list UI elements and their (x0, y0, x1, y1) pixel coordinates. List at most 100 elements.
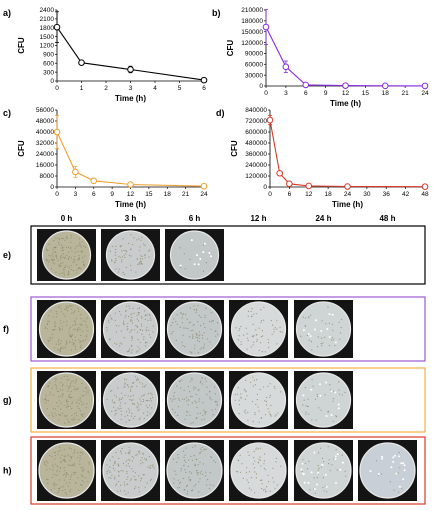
colony (209, 472, 211, 474)
colony (143, 417, 145, 420)
colony (114, 469, 116, 471)
colony (339, 332, 342, 334)
colony (190, 455, 192, 457)
colony (170, 398, 172, 400)
colony (62, 489, 64, 492)
colony (305, 405, 307, 407)
colony (133, 476, 135, 478)
colony (259, 459, 261, 461)
colony (70, 448, 72, 450)
colony (71, 401, 73, 403)
colony (50, 310, 52, 312)
colony (139, 341, 141, 343)
colony (82, 475, 84, 477)
colony (252, 376, 254, 378)
colony (199, 257, 202, 260)
colony (122, 322, 125, 324)
colony (48, 254, 50, 256)
colony (146, 482, 148, 484)
colony (50, 337, 52, 339)
colony (336, 469, 338, 471)
colony (214, 393, 216, 395)
colony (60, 382, 62, 384)
colony (322, 342, 324, 344)
colony (250, 477, 252, 479)
colony (135, 324, 137, 327)
colony (400, 462, 403, 465)
colony (81, 241, 83, 243)
colony (70, 247, 72, 249)
colony (63, 321, 65, 323)
colony (255, 448, 257, 450)
colony (66, 385, 68, 387)
colony (114, 462, 116, 464)
colony (133, 457, 135, 459)
colony (174, 411, 176, 413)
colony (130, 255, 132, 257)
colony (308, 460, 310, 463)
colony (321, 345, 323, 347)
colony (311, 419, 313, 421)
data-point (286, 180, 293, 188)
colony (67, 274, 69, 276)
colony (204, 413, 206, 415)
colony (127, 328, 129, 330)
petri-dish (102, 301, 159, 357)
colony (59, 395, 61, 397)
colony (61, 393, 63, 395)
colony (259, 479, 262, 481)
panel-label: d) (216, 108, 225, 118)
colony (80, 467, 82, 469)
colony (193, 305, 195, 307)
colony (48, 384, 50, 387)
colony (273, 481, 275, 483)
colony (114, 262, 116, 264)
colony (312, 385, 314, 387)
colony (268, 411, 270, 413)
colony (128, 419, 130, 421)
colony (80, 344, 82, 347)
colony (311, 379, 313, 381)
colony (320, 330, 323, 332)
colony (117, 470, 120, 472)
colony (318, 467, 320, 469)
x-tick-label: 36 (383, 191, 391, 198)
colony (152, 396, 154, 398)
y-tick-label: 0 (263, 184, 267, 191)
colony (125, 266, 127, 268)
colony (46, 399, 48, 401)
colony (194, 344, 196, 346)
colony (142, 453, 144, 455)
colony (54, 454, 57, 457)
colony (79, 323, 81, 325)
colony (138, 487, 140, 489)
colony (83, 390, 85, 392)
colony (70, 241, 72, 243)
colony (125, 315, 127, 317)
x-tick-label: 6 (202, 85, 206, 92)
colony (66, 321, 68, 323)
colony (78, 238, 81, 240)
colony (115, 268, 117, 270)
colony (173, 318, 175, 320)
colony (63, 268, 65, 270)
colony (338, 389, 340, 391)
colony (240, 341, 242, 343)
colony (54, 384, 56, 386)
colony (147, 466, 149, 468)
colony (304, 324, 306, 327)
x-tick-label: 3 (284, 90, 288, 97)
colony (63, 274, 65, 276)
colony (146, 411, 148, 413)
colony (331, 464, 333, 466)
colony (240, 393, 242, 395)
colony (123, 323, 125, 326)
x-tick-label: 3 (74, 191, 78, 198)
x-tick-label: 6 (304, 90, 308, 97)
colony (59, 328, 61, 330)
colony (375, 460, 377, 462)
data-point (90, 177, 98, 185)
colony (138, 307, 141, 309)
colony (79, 399, 81, 401)
colony (62, 262, 64, 264)
